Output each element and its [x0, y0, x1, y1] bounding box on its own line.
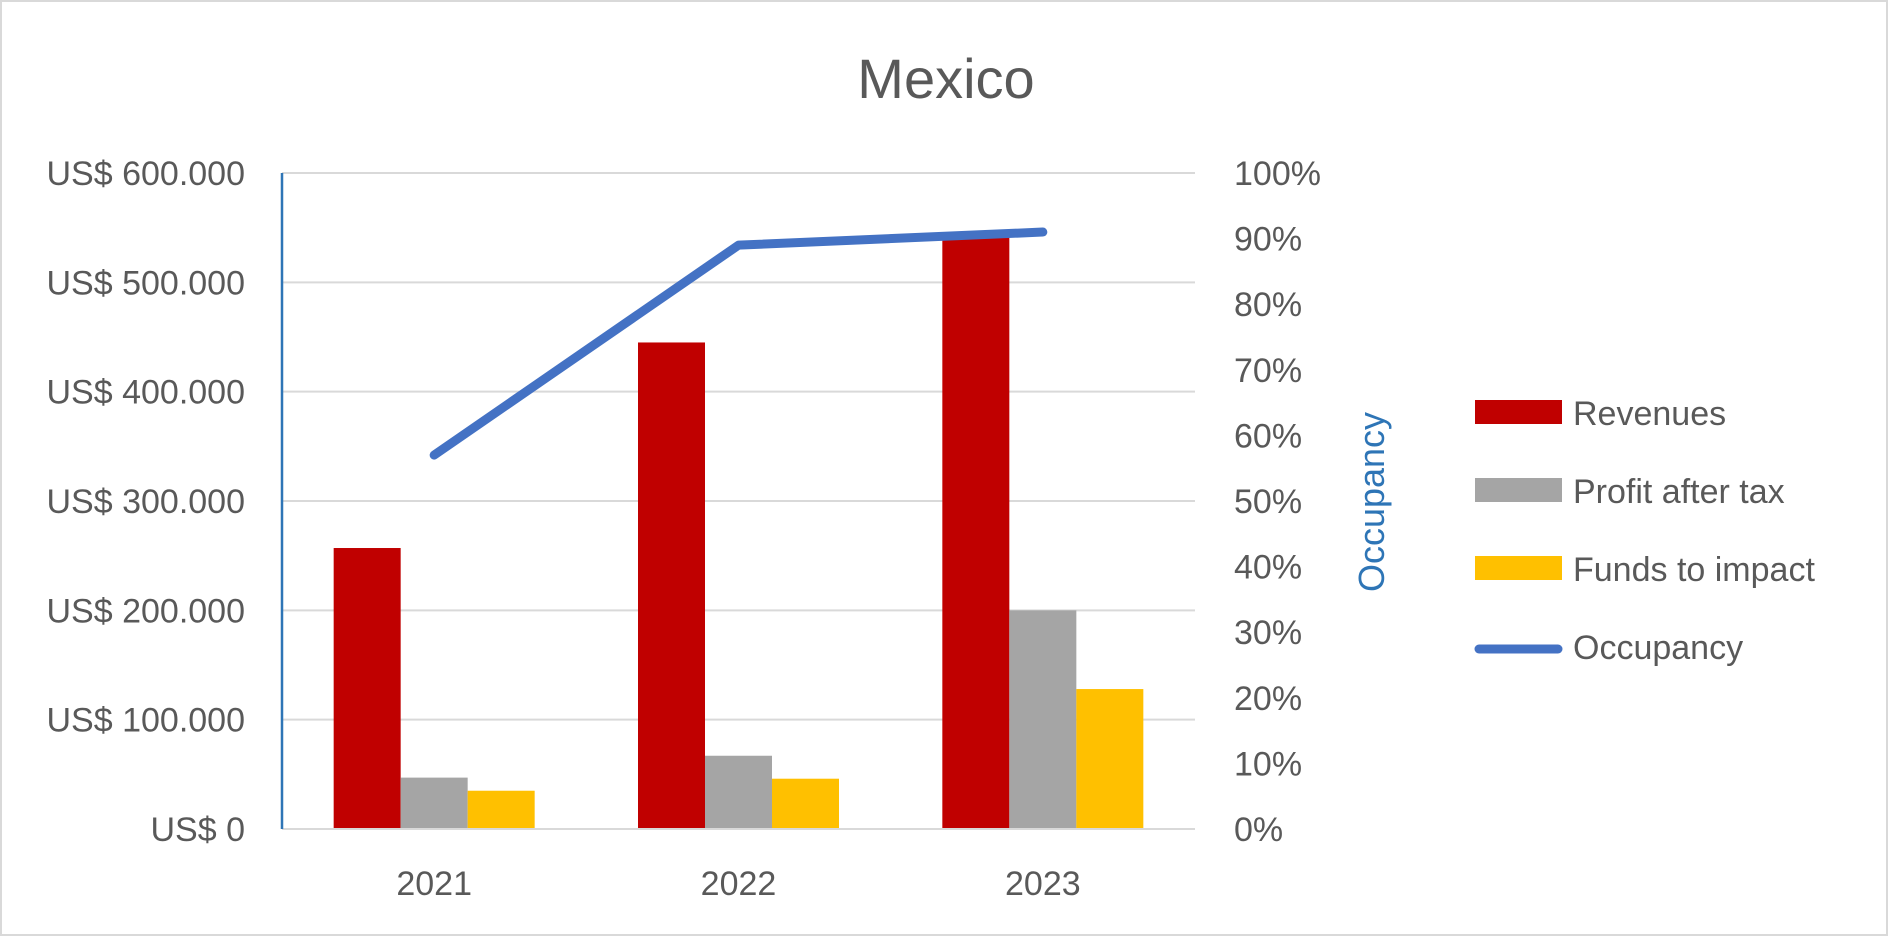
bar-profit-after-tax: [400, 777, 468, 829]
legend-label-occupancy: Occupancy: [1573, 629, 1743, 667]
left-tick-label: US$ 500.000: [47, 264, 246, 302]
right-tick-label: 10%: [1234, 745, 1302, 783]
x-tick-label: 2023: [1005, 865, 1081, 903]
occupancy-line-layer: [429, 227, 1048, 460]
bar-funds-to-impact: [772, 778, 839, 829]
left-tick-label: US$ 300.000: [47, 483, 246, 521]
legend-label-revenues: Revenues: [1573, 395, 1726, 433]
right-tick-label: 70%: [1234, 352, 1302, 390]
right-axis-ticks: 0% 10% 20% 30% 40% 50% 60% 70% 80% 90% 100%: [1234, 155, 1321, 849]
left-axis-ticks: US$ 0 US$ 100.000 US$ 200.000 US$ 300.000 US…: [47, 155, 246, 849]
x-tick-label: 2022: [701, 865, 777, 903]
legend-swatch-revenues: [1475, 400, 1562, 424]
left-tick-label: US$ 100.000: [47, 702, 246, 740]
occupancy-line: [429, 227, 1048, 460]
axes: [280, 173, 1195, 830]
right-tick-label: 50%: [1234, 483, 1302, 521]
legend-swatch-funds-to-impact: [1475, 556, 1562, 580]
left-tick-label: US$ 600.000: [47, 155, 246, 193]
right-tick-label: 80%: [1234, 286, 1302, 324]
right-tick-label: 0%: [1234, 811, 1283, 849]
legend: Revenues Profit after tax Funds to impact O…: [1474, 395, 1815, 667]
bar-funds-to-impact: [467, 790, 535, 829]
left-tick-label: US$ 400.000: [47, 374, 246, 412]
bar-funds-to-impact: [1076, 689, 1144, 829]
legend-label-funds-to-impact: Funds to impact: [1573, 551, 1815, 589]
left-tick-label: US$ 200.000: [47, 592, 246, 630]
legend-swatch-profit-after-tax: [1475, 478, 1562, 502]
bar-profit-after-tax: [705, 755, 772, 829]
x-tick-label: 2021: [396, 865, 472, 903]
right-tick-label: 30%: [1234, 614, 1302, 652]
right-tick-label: 90%: [1234, 221, 1302, 259]
bars: [333, 232, 1144, 830]
right-tick-label: 100%: [1234, 155, 1321, 193]
right-tick-label: 60%: [1234, 417, 1302, 455]
left-tick-label: US$ 0: [151, 811, 246, 849]
right-axis-title: Occupancy: [1351, 412, 1392, 592]
bar-revenues: [942, 232, 1010, 830]
right-tick-label: 20%: [1234, 680, 1302, 718]
chart-title: Mexico: [857, 47, 1034, 110]
x-axis-ticks: 2021 2022 2023: [396, 865, 1080, 903]
legend-label-profit-after-tax: Profit after tax: [1573, 473, 1785, 511]
right-tick-label: 40%: [1234, 549, 1302, 587]
bar-revenues: [333, 548, 401, 829]
bar-revenues: [638, 342, 705, 829]
bar-profit-after-tax: [1009, 610, 1077, 829]
